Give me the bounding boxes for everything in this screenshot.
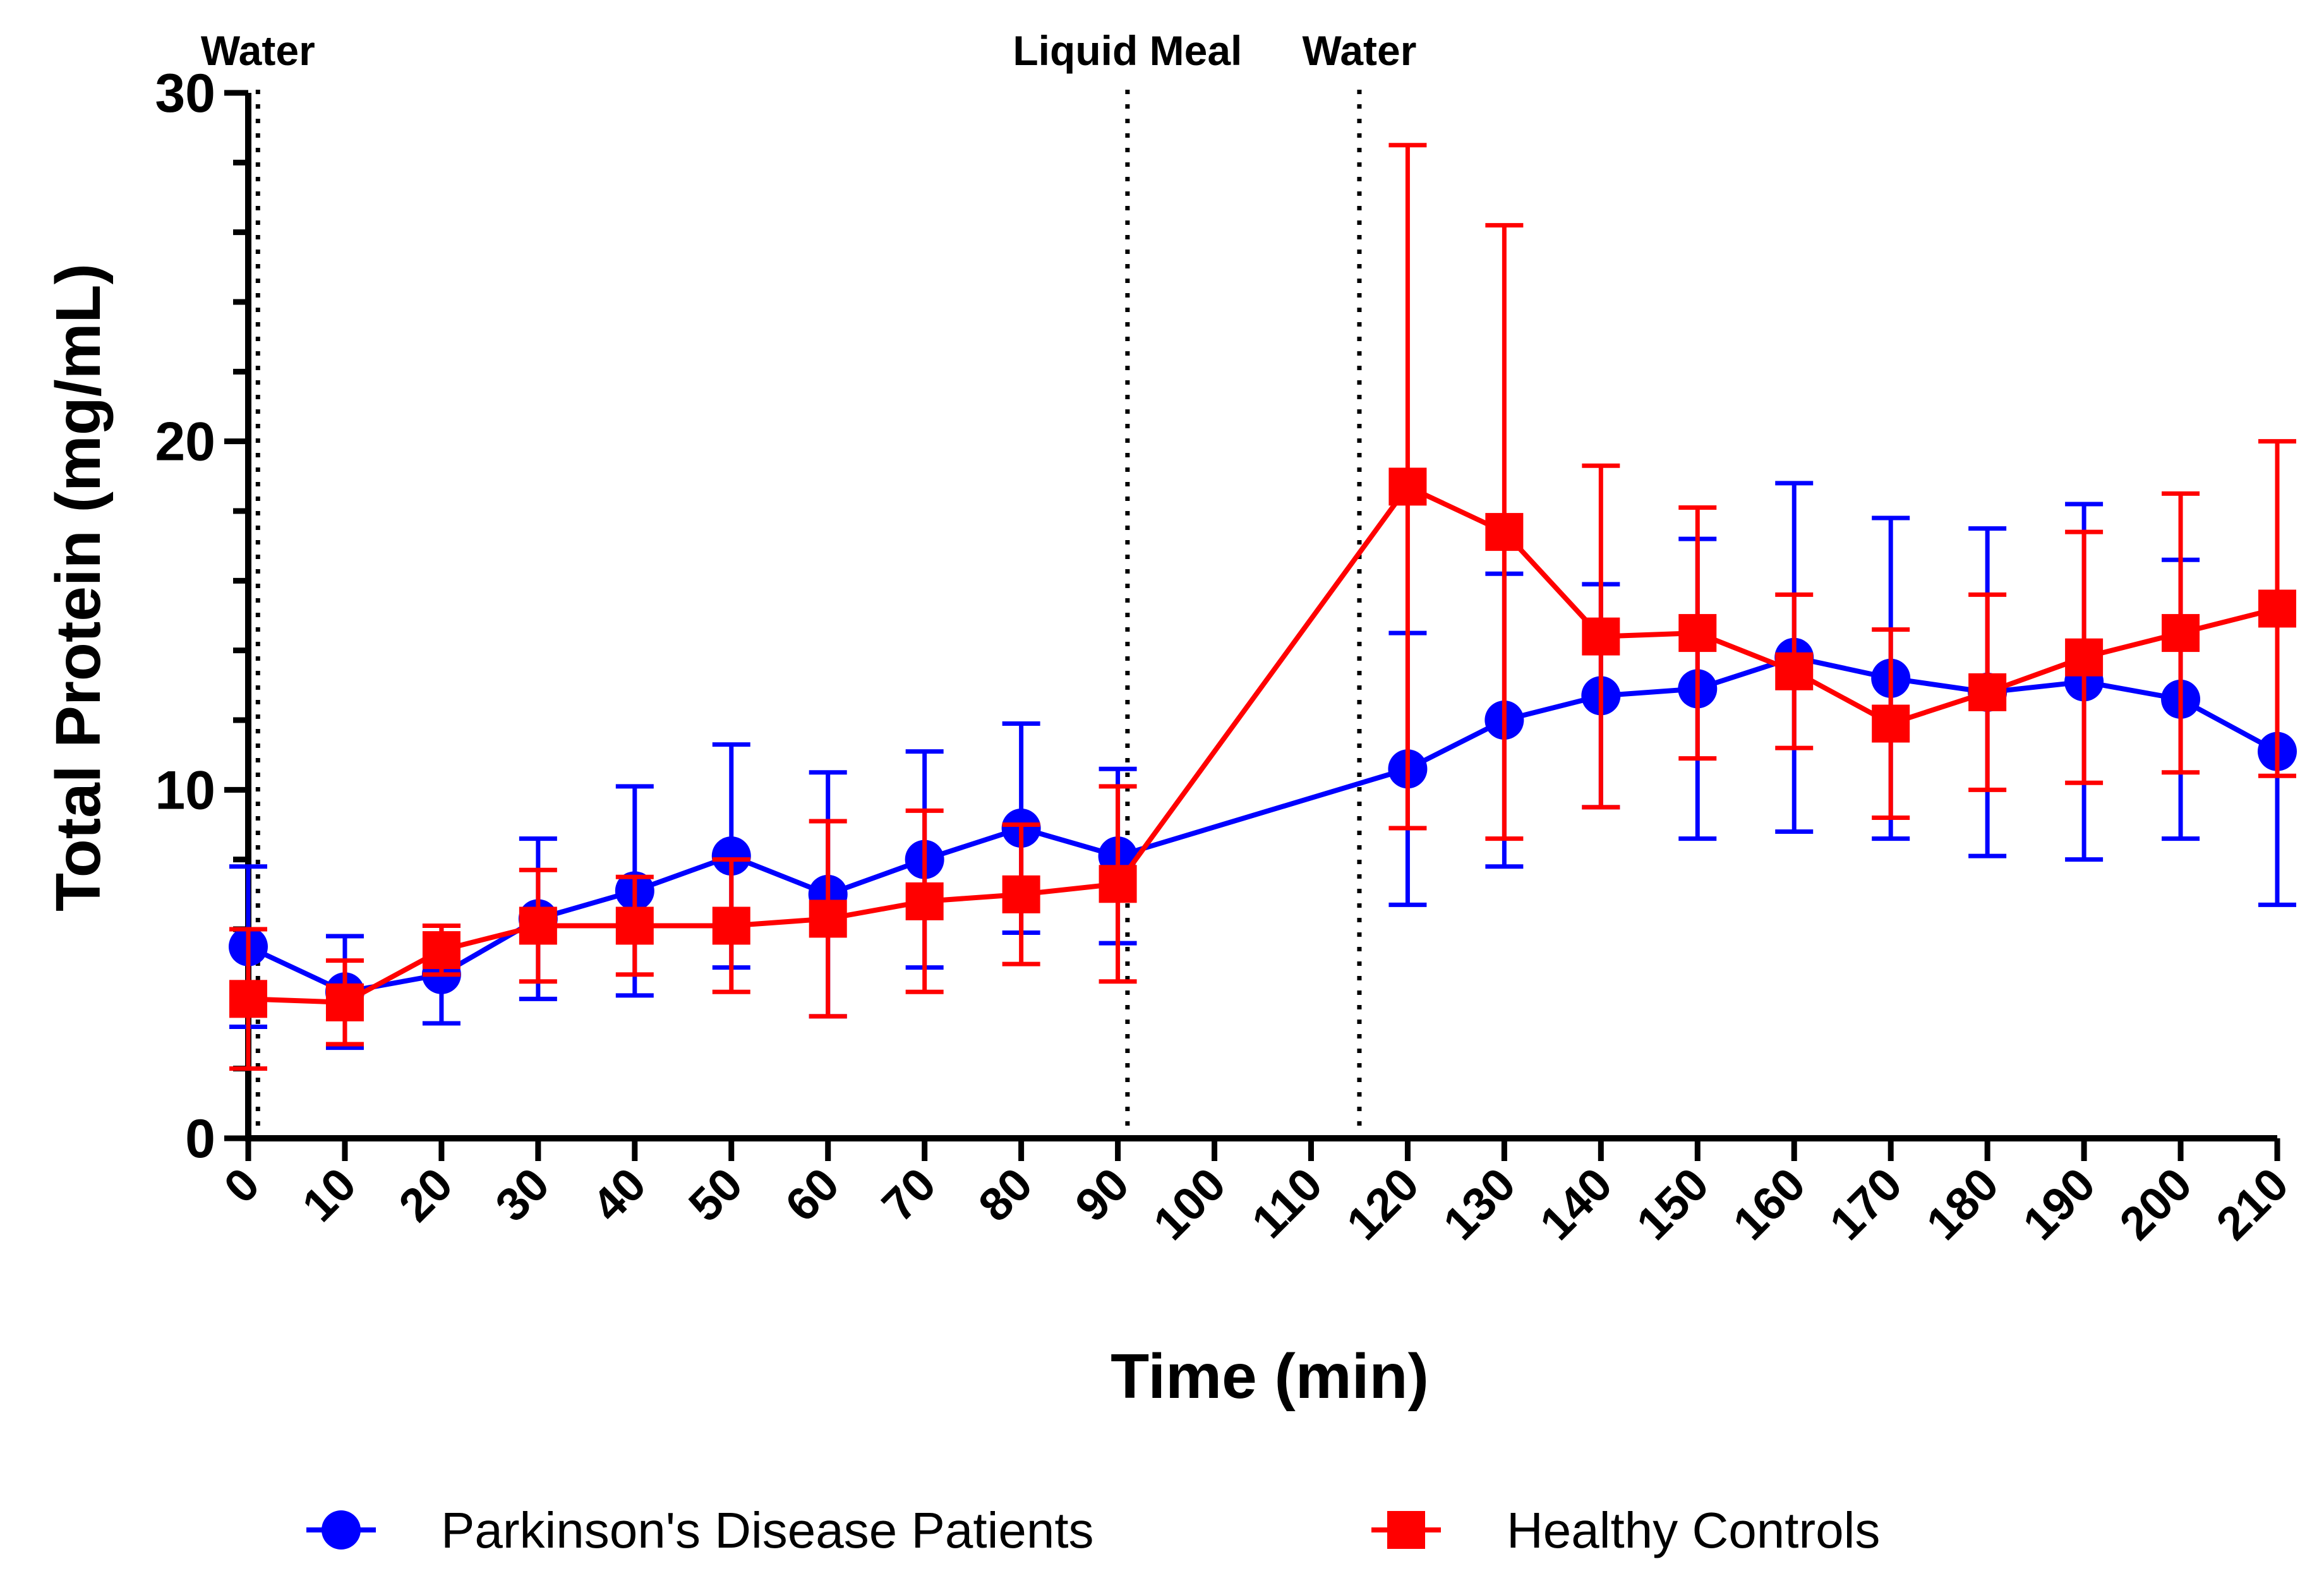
legend-item-parkinson-s-disease-patients: Parkinson's Disease Patients xyxy=(306,1502,1094,1558)
data-point xyxy=(1582,617,1620,656)
x-tick-label: 50 xyxy=(678,1158,752,1232)
x-tick-label: 120 xyxy=(1337,1158,1429,1250)
legend-label: Parkinson's Disease Patients xyxy=(441,1502,1094,1558)
x-tick-label: 160 xyxy=(1723,1158,1815,1250)
event-marker-label: Water xyxy=(1302,27,1416,74)
data-point xyxy=(1002,875,1040,913)
data-point xyxy=(1968,673,2007,711)
legend-marker xyxy=(322,1510,361,1550)
x-tick-label: 140 xyxy=(1530,1158,1622,1250)
event-markers: Water Liquid Meal Water xyxy=(201,27,1416,1138)
data-point xyxy=(809,900,847,938)
series-healthy-controls xyxy=(229,143,2296,1071)
data-point xyxy=(1388,467,1427,506)
data-point xyxy=(2258,589,2296,628)
data-point xyxy=(519,906,557,945)
data-point xyxy=(2065,638,2104,677)
x-ticks: 0 10 20 30 40 50 60 70 80 90 100 110 120 130 140 150 160… xyxy=(214,1138,2298,1250)
data-point xyxy=(905,882,944,920)
data-point xyxy=(422,931,461,970)
x-tick-label: 90 xyxy=(1065,1158,1139,1232)
data-point xyxy=(229,980,267,1018)
data-point xyxy=(1485,513,1524,551)
x-tick-label: 190 xyxy=(2013,1158,2105,1250)
series-layer xyxy=(229,143,2297,1071)
event-marker-label: Liquid Meal xyxy=(1013,27,1242,74)
legend: Parkinson's Disease Patients Healthy Cont… xyxy=(306,1502,1880,1558)
x-tick-label: 10 xyxy=(292,1158,366,1232)
x-tick-label: 100 xyxy=(1143,1158,1236,1250)
data-point xyxy=(2162,614,2200,653)
x-tick-label: 70 xyxy=(872,1158,946,1232)
data-point xyxy=(1775,652,1814,690)
y-tick-label: 10 xyxy=(155,760,215,821)
x-tick-label: 200 xyxy=(2109,1158,2201,1250)
x-tick-label: 60 xyxy=(775,1158,849,1232)
x-tick-label: 30 xyxy=(485,1158,559,1232)
x-tick-label: 150 xyxy=(1627,1158,1719,1250)
y-tick-label: 20 xyxy=(155,412,215,472)
data-point xyxy=(615,906,654,945)
y-tick-label: 30 xyxy=(155,63,215,124)
x-tick-label: 180 xyxy=(1916,1158,2008,1250)
data-point xyxy=(711,836,751,876)
y-ticks: 0 10 20 30 xyxy=(155,63,248,1169)
x-axis-title: Time (min) xyxy=(1111,1341,1429,1412)
legend-item-healthy-controls: Healthy Controls xyxy=(1371,1502,1880,1558)
x-tick-label: 20 xyxy=(388,1158,462,1232)
legend-marker xyxy=(1387,1511,1425,1549)
x-tick-label: 130 xyxy=(1433,1158,1526,1250)
y-axis-title: Total Protein (mg/mL) xyxy=(43,263,114,912)
x-tick-label: 80 xyxy=(968,1158,1042,1232)
legend-label: Healthy Controls xyxy=(1507,1502,1880,1558)
x-tick-label: 170 xyxy=(1820,1158,1912,1250)
data-point xyxy=(325,983,364,1021)
data-point xyxy=(1099,865,1137,903)
data-point xyxy=(712,906,750,945)
x-tick-label: 110 xyxy=(1242,1158,1332,1248)
data-point xyxy=(1678,614,1717,653)
data-point xyxy=(1872,704,1910,743)
event-marker-label: Water xyxy=(201,27,315,74)
y-tick-label: 0 xyxy=(185,1109,215,1169)
x-tick-label: 0 xyxy=(214,1158,270,1213)
x-tick-label: 210 xyxy=(2206,1158,2298,1250)
x-tick-label: 40 xyxy=(582,1158,656,1232)
